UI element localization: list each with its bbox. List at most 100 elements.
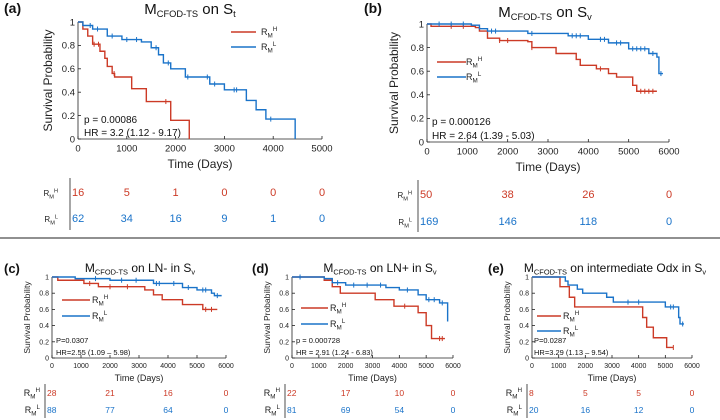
at-risk-count-low: 146 <box>498 216 516 228</box>
at-risk-count-low: 0 <box>224 405 229 415</box>
x-tick-label: 4000 <box>392 363 408 370</box>
y-tick-label: 0.2 <box>411 114 424 125</box>
km-panel-d: (d) MCFOD-TS on LN+ in Sv0 1000 2000 3000 400… <box>252 261 461 418</box>
number-at-risk-table: RMH 22 17 10 0 RML 81 69 54 0 <box>264 384 456 418</box>
at-risk-count-high: 22 <box>287 388 297 398</box>
at-risk-count-low: 69 <box>341 405 351 415</box>
legend: RMH RML <box>301 302 347 332</box>
at-risk-count-high: 16 <box>163 388 173 398</box>
p-value: P=0.0307 <box>56 336 88 345</box>
km-panel-e: (e) MCFOD-TS on intermediate Odx in Sv0 10… <box>488 261 706 418</box>
x-tick-label: 3000 <box>365 363 381 370</box>
x-axis-label: Time (Days) <box>115 373 164 383</box>
at-risk-row-label-high: RMH <box>24 387 41 401</box>
legend-label-high: RMH <box>261 26 278 40</box>
y-tick-label: 0 <box>45 355 49 362</box>
at-risk-count-high: 38 <box>502 189 514 201</box>
at-risk-count-low: 54 <box>395 405 405 415</box>
at-risk-count-low: 16 <box>169 213 181 225</box>
at-risk-count-high: 0 <box>666 189 672 201</box>
at-risk-count-low: 1 <box>270 213 276 225</box>
y-tick-label: 0.8 <box>519 291 529 298</box>
at-risk-count-low: 0 <box>451 405 456 415</box>
x-tick-label: 4000 <box>160 363 176 370</box>
p-value: p = 0.00086 <box>84 115 138 126</box>
at-risk-count-high: 0 <box>451 388 456 398</box>
survival-curve-low <box>532 276 684 325</box>
x-tick-label: 6000 <box>218 363 234 370</box>
at-risk-count-high: 5 <box>636 388 641 398</box>
x-tick-label: 0 <box>424 147 429 158</box>
hazard-ratio: HR = 2.91 (1.24 - 6.83) <box>296 348 373 357</box>
x-tick-label: 0 <box>50 363 54 370</box>
x-tick-label: 3000 <box>604 363 620 370</box>
chart-title: MCFOD-TS on LN+ in Sv <box>323 261 436 276</box>
at-risk-count-high: 50 <box>420 189 432 201</box>
at-risk-count-high: 26 <box>582 189 594 201</box>
at-risk-count-high: 1 <box>173 187 179 199</box>
x-tick-label: 4000 <box>263 144 284 155</box>
y-tick-label: 0.8 <box>62 41 75 52</box>
x-tick-label: 1000 <box>551 363 567 370</box>
panel-label: (b) <box>364 0 382 16</box>
x-tick-label: 2000 <box>497 147 518 158</box>
at-risk-count-low: 62 <box>72 213 84 225</box>
y-axis-label: Survival Probability <box>41 29 55 131</box>
x-tick-label: 0 <box>290 363 294 370</box>
x-tick-label: 6000 <box>445 363 461 370</box>
x-tick-label: 6000 <box>658 147 679 158</box>
y-tick-label: 0.6 <box>519 307 529 314</box>
panel-label: (c) <box>4 261 20 276</box>
at-risk-count-high: 28 <box>47 388 57 398</box>
hazard-ratio: HR=3.29 (1.13 – 9.54) <box>534 348 609 357</box>
legend-label-high: RMH <box>330 302 347 316</box>
y-tick-label: 0 <box>70 134 75 145</box>
panel-label: (e) <box>488 261 504 276</box>
y-tick-label: 0.6 <box>411 67 424 78</box>
hazard-ratio: HR=2.55 (1.09 – 5.98) <box>56 348 131 357</box>
survival-curve-high <box>78 21 190 139</box>
at-risk-count-low: 81 <box>287 405 297 415</box>
y-tick-label: 1 <box>285 274 289 281</box>
x-axis-label: Time (Days) <box>168 157 233 171</box>
at-risk-count-high: 5 <box>124 187 130 199</box>
y-tick-label: 0 <box>525 355 529 362</box>
at-risk-count-high: 0 <box>319 187 325 199</box>
at-risk-row-label-high: RMH <box>44 188 59 200</box>
y-tick-label: 0.6 <box>62 64 75 75</box>
x-tick-label: 4000 <box>578 147 599 158</box>
at-risk-row-label-low: RML <box>507 404 523 418</box>
x-tick-label: 2000 <box>338 363 354 370</box>
y-tick-label: 1 <box>525 274 529 281</box>
survival-curve-high <box>532 276 674 349</box>
survival-curve-high <box>52 276 218 311</box>
at-risk-count-low: 77 <box>105 405 115 415</box>
y-tick-label: 0.4 <box>519 323 529 330</box>
y-axis-label: Survival Probability <box>22 281 32 354</box>
x-tick-label: 5000 <box>311 144 332 155</box>
number-at-risk-table: RMH 50 38 26 0 RML 169 146 118 0 <box>398 180 672 232</box>
at-risk-row-label-low: RML <box>25 404 41 418</box>
x-axis-label: Time (Days) <box>516 160 581 174</box>
legend-label-low: RML <box>563 325 579 339</box>
survival-curve-low <box>427 23 663 75</box>
legend-label-low: RML <box>330 318 346 332</box>
y-tick-label: 1 <box>70 17 75 28</box>
y-tick-label: 0.4 <box>411 90 424 101</box>
p-value: P=0.0287 <box>534 336 566 345</box>
at-risk-row-label-low: RML <box>265 404 281 418</box>
x-axis-label: Time (Days) <box>348 373 397 383</box>
x-tick-label: 1000 <box>116 144 137 155</box>
at-risk-count-high: 0 <box>270 187 276 199</box>
km-panel-c: (c) MCFOD-TS on LN- in Sv0 1000 2000 3000 400… <box>4 261 234 418</box>
at-risk-count-high: 8 <box>529 388 534 398</box>
at-risk-count-high: 16 <box>72 187 84 199</box>
x-tick-label: 3000 <box>537 147 558 158</box>
p-value: p = 0.000126 <box>432 117 491 128</box>
number-at-risk-table: RMH 8 5 5 0 RML 20 16 12 0 <box>506 384 695 418</box>
panel-label: (d) <box>252 261 269 276</box>
at-risk-count-low: 16 <box>581 405 591 415</box>
x-tick-label: 3000 <box>214 144 235 155</box>
